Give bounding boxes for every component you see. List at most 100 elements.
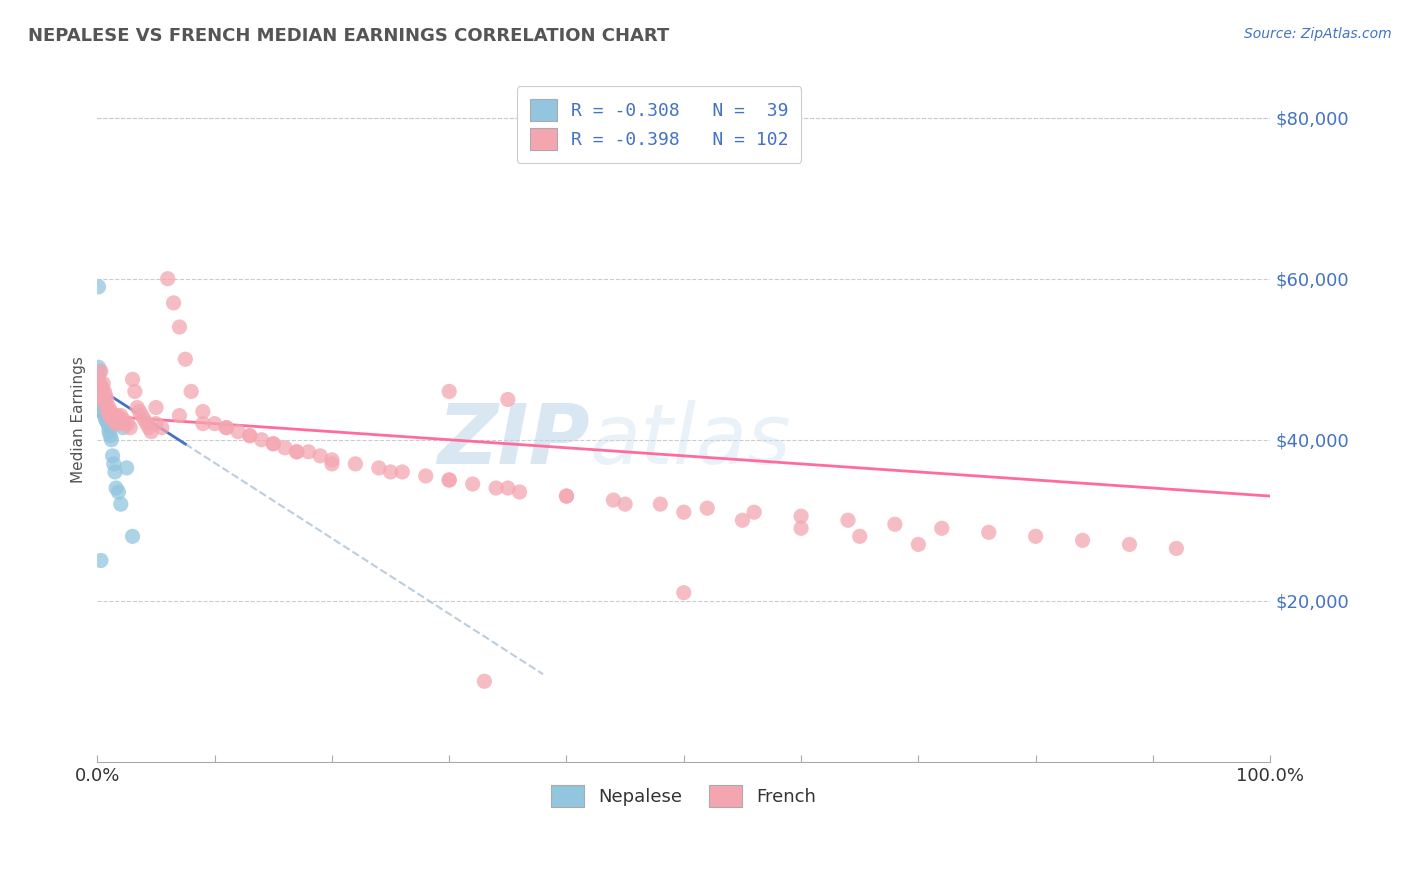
Point <box>100 409 122 423</box>
Point <box>96 392 118 407</box>
Point <box>90 364 112 378</box>
Point <box>90 388 112 402</box>
Point <box>790 509 813 524</box>
Point <box>883 517 905 532</box>
Point <box>496 392 519 407</box>
Point <box>98 401 121 415</box>
Point <box>437 473 460 487</box>
Point <box>87 368 110 383</box>
Point <box>215 420 238 434</box>
Point <box>239 428 262 442</box>
Point <box>105 481 128 495</box>
Point <box>98 409 121 423</box>
Point <box>104 409 127 423</box>
Point <box>90 384 112 399</box>
Point <box>128 404 150 418</box>
Point <box>250 433 273 447</box>
Point <box>555 489 578 503</box>
Point <box>98 420 121 434</box>
Point <box>150 420 173 434</box>
Point <box>91 388 114 402</box>
Point <box>1118 537 1140 551</box>
Point <box>91 401 114 415</box>
Point <box>1025 529 1047 543</box>
Point <box>437 384 460 399</box>
Point <box>614 497 637 511</box>
Point <box>239 428 262 442</box>
Point <box>91 396 114 410</box>
Point <box>93 384 115 399</box>
Text: ZIP: ZIP <box>437 400 591 481</box>
Point <box>91 396 114 410</box>
Point <box>94 388 117 402</box>
Point <box>91 392 114 407</box>
Point <box>226 425 249 439</box>
Point <box>90 384 112 399</box>
Point <box>285 445 308 459</box>
Point <box>107 412 129 426</box>
Point <box>112 412 135 426</box>
Point <box>91 392 114 407</box>
Point <box>162 296 184 310</box>
Point <box>485 481 508 495</box>
Point <box>141 425 163 439</box>
Point <box>1071 533 1094 548</box>
Point <box>91 392 114 407</box>
Point <box>461 477 484 491</box>
Point <box>848 529 870 543</box>
Point <box>169 320 191 334</box>
Point <box>110 497 132 511</box>
Point <box>1166 541 1188 556</box>
Point <box>650 497 672 511</box>
Point <box>474 674 496 689</box>
Point <box>93 392 115 407</box>
Point <box>110 409 132 423</box>
Point <box>696 501 718 516</box>
Point <box>309 449 332 463</box>
Point <box>97 417 120 431</box>
Point <box>191 417 214 431</box>
Point <box>98 428 121 442</box>
Point <box>94 409 117 423</box>
Point <box>555 489 578 503</box>
Point <box>391 465 413 479</box>
Point <box>90 380 112 394</box>
Point <box>204 417 226 431</box>
Point <box>672 505 695 519</box>
Point <box>602 493 624 508</box>
Point <box>105 409 128 423</box>
Point <box>285 445 308 459</box>
Point <box>509 485 531 500</box>
Point <box>91 376 114 391</box>
Point <box>87 360 110 375</box>
Point <box>367 461 389 475</box>
Point <box>145 417 167 431</box>
Point <box>672 585 695 599</box>
Point <box>120 420 142 434</box>
Point <box>90 553 112 567</box>
Point <box>131 409 153 423</box>
Y-axis label: Median Earnings: Median Earnings <box>72 356 86 483</box>
Point <box>134 412 156 426</box>
Point <box>931 521 953 535</box>
Point <box>101 412 124 426</box>
Point <box>138 420 160 434</box>
Point <box>87 279 110 293</box>
Point <box>127 401 149 415</box>
Point <box>121 372 143 386</box>
Point <box>415 469 437 483</box>
Point <box>191 404 214 418</box>
Point <box>112 420 135 434</box>
Point <box>977 525 1000 540</box>
Point <box>437 473 460 487</box>
Point <box>96 412 118 426</box>
Point <box>496 481 519 495</box>
Text: Source: ZipAtlas.com: Source: ZipAtlas.com <box>1244 27 1392 41</box>
Point <box>174 352 197 367</box>
Point <box>98 425 121 439</box>
Point <box>115 461 138 475</box>
Point <box>93 409 115 423</box>
Text: NEPALESE VS FRENCH MEDIAN EARNINGS CORRELATION CHART: NEPALESE VS FRENCH MEDIAN EARNINGS CORRE… <box>28 27 669 45</box>
Point <box>98 404 121 418</box>
Point <box>96 409 118 423</box>
